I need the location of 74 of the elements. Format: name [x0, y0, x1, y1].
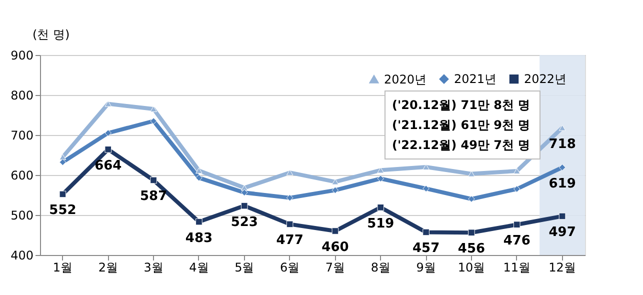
x-tick-label: 12월	[548, 260, 576, 274]
point	[377, 175, 384, 182]
legend-label: 2022년	[524, 72, 567, 86]
data-label: 664	[94, 158, 122, 174]
x-tick-label: 3월	[144, 260, 164, 274]
point	[422, 164, 430, 170]
point	[286, 194, 294, 202]
annotation: ('22.12월) 49만 7천 명	[392, 138, 530, 152]
point	[104, 130, 112, 136]
point	[377, 167, 384, 174]
x-tick-label: 10월	[458, 260, 486, 274]
data-label: 476	[503, 234, 530, 249]
point	[332, 186, 339, 194]
data-label: 523	[230, 214, 258, 230]
point	[104, 100, 112, 107]
x-tick-label: 6월	[280, 260, 300, 274]
data-label: 460	[322, 240, 349, 255]
point	[286, 220, 294, 228]
point	[59, 158, 66, 166]
point	[468, 196, 475, 202]
data-label: 483	[185, 230, 213, 246]
data-label: 619	[548, 176, 576, 192]
point	[196, 174, 202, 182]
y-tick-label: 700	[10, 128, 34, 142]
point	[59, 190, 66, 198]
point	[196, 218, 202, 226]
legend-label: 2021년	[454, 72, 497, 86]
point	[59, 154, 66, 160]
point	[513, 186, 520, 192]
point	[422, 185, 430, 192]
annotation: ('21.12월) 61만 9천 명	[392, 118, 530, 132]
point	[150, 176, 157, 184]
y-tick-label: 400	[10, 248, 34, 262]
y-tick-label: 500	[10, 208, 34, 222]
point	[196, 168, 202, 174]
data-label: 457	[412, 241, 440, 256]
point	[332, 228, 339, 234]
point	[240, 189, 248, 196]
point	[558, 164, 566, 171]
point	[240, 202, 248, 210]
point	[377, 204, 384, 211]
data-label: 552	[49, 203, 76, 218]
point	[150, 106, 157, 112]
data-label: 587	[140, 189, 168, 204]
x-tick-label: 9월	[416, 260, 436, 274]
point	[468, 229, 475, 236]
x-tick-label: 1월	[52, 260, 73, 274]
x-tick-label: 4월	[189, 260, 209, 274]
point	[286, 170, 294, 176]
point	[558, 212, 566, 220]
y-tick-label: 800	[10, 88, 34, 102]
y-axis-title: (천 명)	[32, 28, 70, 42]
x-tick-label: 7월	[325, 260, 346, 274]
point	[513, 168, 520, 174]
data-label: 477	[276, 233, 304, 248]
point	[104, 146, 112, 153]
data-label: 497	[548, 225, 576, 240]
x-tick-label: 2월	[98, 260, 118, 274]
point	[468, 170, 475, 177]
data-label: 456	[458, 242, 486, 257]
x-tick-label: 8월	[370, 260, 390, 274]
point	[513, 221, 520, 228]
point	[332, 178, 339, 185]
data-label: 519	[367, 216, 394, 232]
y-tick-label: 900	[10, 48, 34, 62]
x-tick-label: 11월	[503, 260, 531, 274]
y-tick-label: 600	[10, 168, 34, 182]
legend-label: 2020년	[384, 72, 427, 86]
annotation: ('20.12월) 71만 8천 명	[392, 98, 530, 112]
x-tick-label: 5월	[234, 260, 254, 274]
point	[558, 124, 566, 131]
data-label: 718	[548, 136, 576, 152]
point	[150, 118, 157, 124]
point	[422, 228, 430, 236]
